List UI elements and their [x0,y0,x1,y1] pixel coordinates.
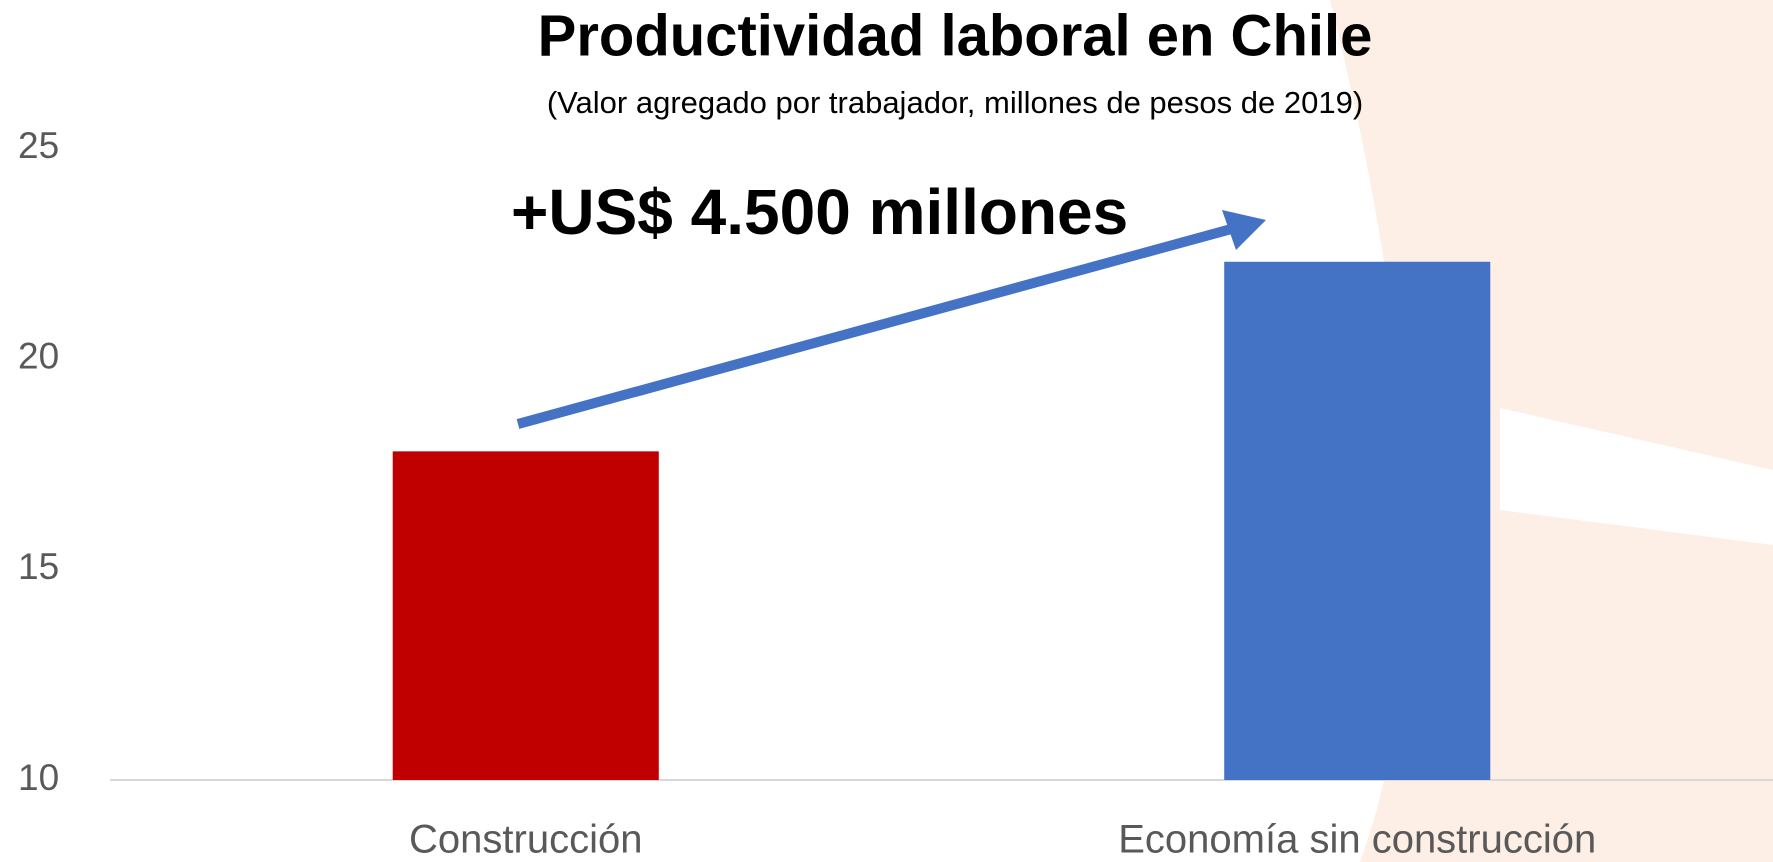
annotation: +US$ 4.500 millones [511,176,1128,248]
x-tick-label: Economía sin construcción [1118,818,1596,862]
y-tick-label: 10 [18,757,59,798]
y-tick-label: 15 [18,546,59,587]
bar [392,451,659,780]
bar [1224,261,1491,780]
y-tick-label: 20 [18,335,59,376]
arrow [516,210,1266,429]
x-tick-label: Construcción [409,818,642,862]
chart-subtitle: (Valor agregado por trabajador, millones… [547,85,1363,120]
y-tick-label: 25 [18,125,59,166]
chart-title: Productividad laboral en Chile [538,3,1373,68]
